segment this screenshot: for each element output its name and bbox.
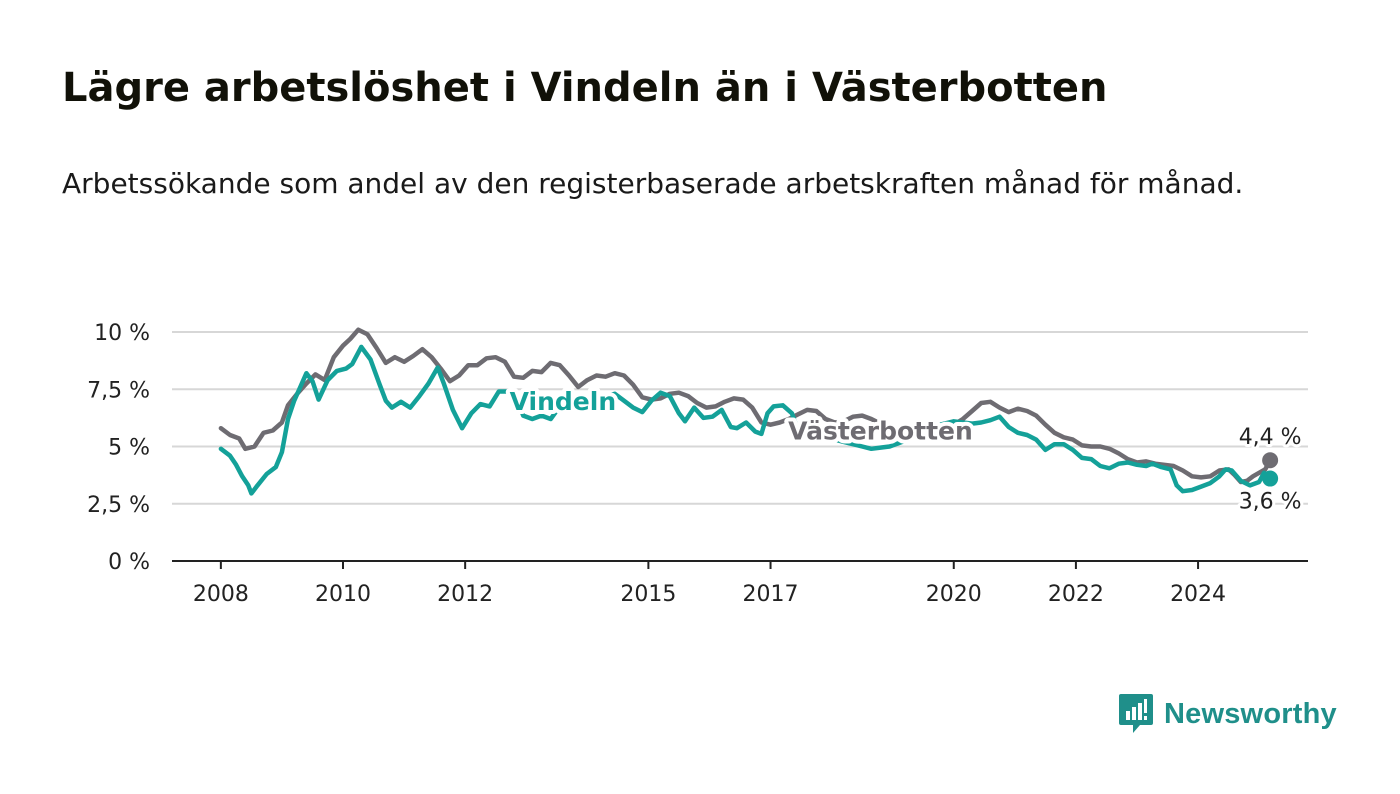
series-labels: VästerbottenVästerbottenVindelnVindeln4,… — [506, 383, 1305, 518]
x-tick-label: 2020 — [926, 582, 982, 607]
x-tick-label: 2017 — [743, 582, 799, 607]
series-label-vindeln: Vindeln — [510, 387, 617, 416]
series — [218, 327, 1279, 496]
y-tick-label: 5 % — [108, 436, 150, 461]
axes: 0 % 2,5 % 5 % 7,5 % 10 % 2008 2010 2012 2015 2017… — [87, 321, 1308, 607]
end-value-label-vindeln: 3,6 % — [1239, 490, 1302, 515]
series-line-v-sterbotten — [218, 327, 1273, 485]
y-tick-label: 7,5 % — [87, 378, 150, 403]
x-tick-label: 2022 — [1048, 582, 1104, 607]
end-value-halo-v-sterbotten: 4,4 % — [1239, 425, 1302, 450]
y-tick-label: 0 % — [108, 550, 150, 575]
series-label-halo-v-sterbotten: Västerbotten — [788, 417, 973, 446]
brand-name: Newsworthy — [1164, 697, 1337, 730]
newsworthy-logo: Newsworthy — [1118, 692, 1337, 736]
x-tick-label: 2012 — [437, 582, 493, 607]
x-tick-label: 2015 — [620, 582, 676, 607]
y-tick-label: 2,5 % — [87, 493, 150, 518]
bar-chart-speech-bubble-icon — [1119, 694, 1153, 733]
end-dot-vindeln — [1262, 470, 1279, 487]
chart-subtitle: Arbetssökande som andel av den registerb… — [62, 167, 1244, 200]
series-label-halo-vindeln: Vindeln — [510, 387, 617, 416]
series-label-v-sterbotten: Västerbotten — [788, 417, 973, 446]
gridlines — [172, 331, 1308, 505]
end-value-halo-vindeln: 3,6 % — [1239, 490, 1302, 515]
x-tick-label: 2008 — [193, 582, 249, 607]
series-line-vindeln — [218, 344, 1273, 496]
chart-title: Lägre arbetslöshet i Vindeln än i Väster… — [62, 65, 1108, 111]
x-tick-label: 2024 — [1170, 582, 1226, 607]
end-value-label-v-sterbotten: 4,4 % — [1239, 425, 1302, 450]
end-dot-v-sterbotten — [1262, 452, 1279, 469]
y-tick-label: 10 % — [94, 321, 150, 346]
x-tick-label: 2010 — [315, 582, 371, 607]
